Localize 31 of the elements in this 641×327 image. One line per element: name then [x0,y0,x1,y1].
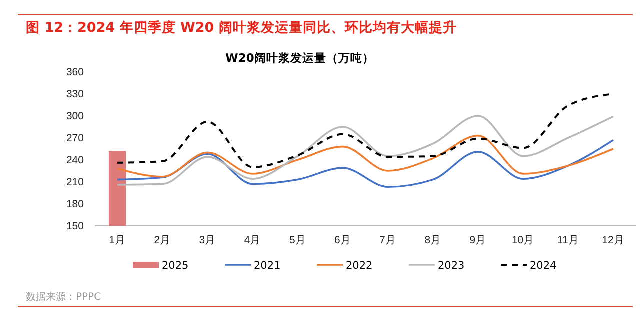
x-tick-label: 8月 [424,234,442,246]
line-series [116,115,614,186]
legend-label: 2022 [346,260,373,272]
chart-subtitle: 图 12：2024 年四季度 W20 阔叶浆发运量同比、环比均有大幅提升 [26,19,457,36]
x-tick-label: 9月 [470,234,487,246]
line-series [116,139,614,188]
x-tick-label: 7月 [380,234,396,246]
legend-label: 2021 [254,260,281,272]
source-note: 数据来源：PPPC [26,291,102,303]
x-tick-label: 3月 [199,234,216,246]
x-tick-label: 6月 [334,234,352,246]
legend-label: 2025 [162,260,189,272]
x-tick-label: 4月 [244,234,262,246]
y-tick-label: 330 [66,88,84,100]
y-tick-label: 210 [66,176,84,188]
x-tick-label: 12月 [602,234,625,246]
y-tick-label: 180 [66,198,84,210]
x-tick-label: 10月 [512,234,535,246]
x-tick-label: 5月 [289,234,306,246]
y-tick-label: 240 [66,154,84,166]
legend-label: 2024 [530,260,558,272]
line-series [116,134,614,178]
y-tick-label: 300 [66,110,84,122]
x-tick-label: 2月 [154,234,172,246]
y-tick-label: 360 [66,66,84,78]
x-tick-label: 1月 [109,234,126,246]
legend-label: 2023 [438,260,465,272]
chart-title: W20阔叶浆发运量（万吨） [226,51,374,65]
x-tick-label: 11月 [557,234,580,246]
y-tick-label: 270 [66,132,84,144]
y-tick-label: 150 [66,220,84,232]
